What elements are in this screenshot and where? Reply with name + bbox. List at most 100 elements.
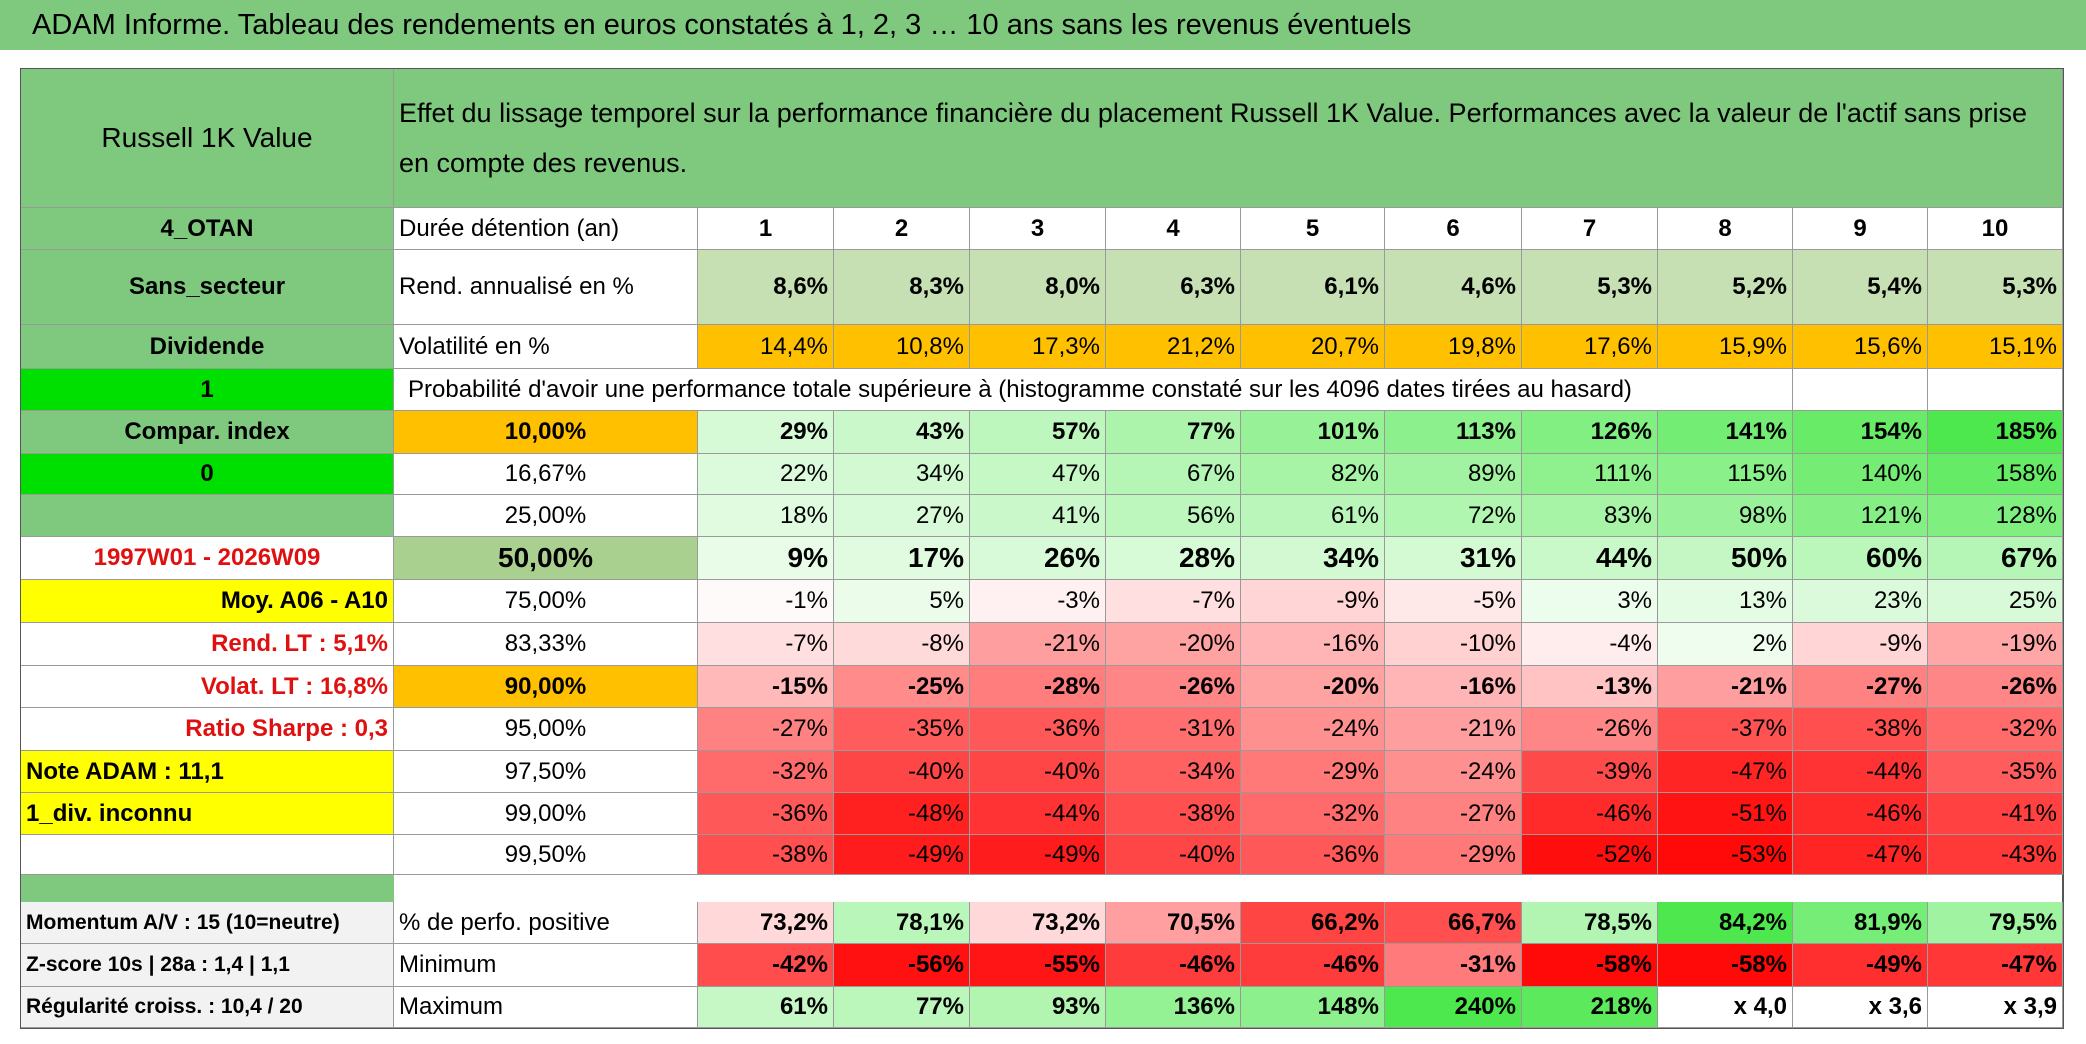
value-cell: 2% xyxy=(1658,623,1793,666)
value-cell: -9% xyxy=(1793,623,1928,666)
value-cell: -29% xyxy=(1385,835,1522,875)
value-cell: 158% xyxy=(1928,454,2063,495)
value-cell: -38% xyxy=(1793,708,1928,751)
value-cell: -31% xyxy=(1385,944,1522,987)
value-cell: 73,2% xyxy=(970,902,1106,944)
value-cell: -16% xyxy=(1385,666,1522,708)
value-cell: 50% xyxy=(1658,537,1793,580)
column-header: 9 xyxy=(1793,208,1928,250)
column-header: 3 xyxy=(970,208,1106,250)
value-cell: 23% xyxy=(1793,580,1928,623)
row-label: Volatilité en % xyxy=(394,325,698,369)
value-cell: 240% xyxy=(1385,987,1522,1028)
value-cell: -4% xyxy=(1522,623,1658,666)
value-cell: 113% xyxy=(1385,411,1522,454)
value-cell: 27% xyxy=(834,495,970,537)
value-cell: -40% xyxy=(1106,835,1241,875)
value-cell: -36% xyxy=(970,708,1106,751)
row-label: Maximum xyxy=(394,987,698,1028)
side-label: Rend. LT : 5,1% xyxy=(21,623,394,666)
row-label: Rend. annualisé en % xyxy=(394,250,698,325)
value-cell: 25% xyxy=(1928,580,2063,623)
value-cell: -35% xyxy=(834,708,970,751)
value-cell: 5,4% xyxy=(1793,250,1928,325)
value-cell: -43% xyxy=(1928,835,2063,875)
value-cell: -26% xyxy=(1522,708,1658,751)
value-cell: 14,4% xyxy=(698,325,834,369)
value-cell: -9% xyxy=(1241,580,1385,623)
value-cell: 17,6% xyxy=(1522,325,1658,369)
value-cell: 26% xyxy=(970,537,1106,580)
value-cell: 3% xyxy=(1522,580,1658,623)
column-header: 8 xyxy=(1658,208,1793,250)
value-cell: 17% xyxy=(834,537,970,580)
value-cell: -41% xyxy=(1928,793,2063,835)
value-cell: -24% xyxy=(1241,708,1385,751)
value-cell: 5,3% xyxy=(1928,250,2063,325)
value-cell: -48% xyxy=(834,793,970,835)
value-cell: -21% xyxy=(1385,708,1522,751)
row-label: Durée détention (an) xyxy=(394,208,698,250)
row-label: 83,33% xyxy=(394,623,698,666)
side-label: Sans_secteur xyxy=(21,250,394,325)
side-label: Volat. LT : 16,8% xyxy=(21,666,394,708)
value-cell: 140% xyxy=(1793,454,1928,495)
value-cell: -49% xyxy=(970,835,1106,875)
row-label: Minimum xyxy=(394,944,698,987)
value-cell: -25% xyxy=(834,666,970,708)
value-cell: -35% xyxy=(1928,751,2063,793)
side-label: Dividende xyxy=(21,325,394,369)
value-cell: -7% xyxy=(1106,580,1241,623)
value-cell: 8,0% xyxy=(970,250,1106,325)
column-header: 7 xyxy=(1522,208,1658,250)
side-label xyxy=(21,835,394,875)
column-header: 6 xyxy=(1385,208,1522,250)
value-cell: 185% xyxy=(1928,411,2063,454)
value-cell: -16% xyxy=(1241,623,1385,666)
value-cell: 115% xyxy=(1658,454,1793,495)
value-cell: 126% xyxy=(1522,411,1658,454)
value-cell: 10,8% xyxy=(834,325,970,369)
side-label: Note ADAM : 11,1 xyxy=(21,751,394,793)
value-cell: 84,2% xyxy=(1658,902,1793,944)
value-cell: -37% xyxy=(1658,708,1793,751)
value-cell: 56% xyxy=(1106,495,1241,537)
value-cell: 66,2% xyxy=(1241,902,1385,944)
description: Effet du lissage temporel sur la perform… xyxy=(394,69,2063,208)
row-label: 99,00% xyxy=(394,793,698,835)
value-cell: -27% xyxy=(698,708,834,751)
value-cell: 78,5% xyxy=(1522,902,1658,944)
value-cell: 218% xyxy=(1522,987,1658,1028)
value-cell: -20% xyxy=(1241,666,1385,708)
value-cell: 31% xyxy=(1385,537,1522,580)
value-cell: 82% xyxy=(1241,454,1385,495)
value-cell: -21% xyxy=(970,623,1106,666)
value-cell: -15% xyxy=(698,666,834,708)
value-cell: 77% xyxy=(834,987,970,1028)
row-label: 90,00% xyxy=(394,666,698,708)
row-label: 16,67% xyxy=(394,454,698,495)
side-label: Ratio Sharpe : 0,3 xyxy=(21,708,394,751)
value-cell: -28% xyxy=(970,666,1106,708)
side-label: 1 xyxy=(21,369,394,411)
value-cell: 67% xyxy=(1106,454,1241,495)
value-cell: 44% xyxy=(1522,537,1658,580)
value-cell: -27% xyxy=(1385,793,1522,835)
value-cell: 57% xyxy=(970,411,1106,454)
value-cell: 154% xyxy=(1793,411,1928,454)
side-label: 1997W01 - 2026W09 xyxy=(21,537,394,580)
value-cell: 34% xyxy=(1241,537,1385,580)
side-label: 0 xyxy=(21,454,394,495)
value-cell: 18% xyxy=(698,495,834,537)
value-cell: -20% xyxy=(1106,623,1241,666)
value-cell: -10% xyxy=(1385,623,1522,666)
value-cell: -44% xyxy=(1793,751,1928,793)
value-cell: 34% xyxy=(834,454,970,495)
value-cell: -1% xyxy=(698,580,834,623)
indicator: Z-score 10s | 28a : 1,4 | 1,1 xyxy=(21,944,394,987)
side-label: 1_div. inconnu xyxy=(21,793,394,835)
value-cell: -3% xyxy=(970,580,1106,623)
value-cell: 83% xyxy=(1522,495,1658,537)
value-cell: 8,3% xyxy=(834,250,970,325)
